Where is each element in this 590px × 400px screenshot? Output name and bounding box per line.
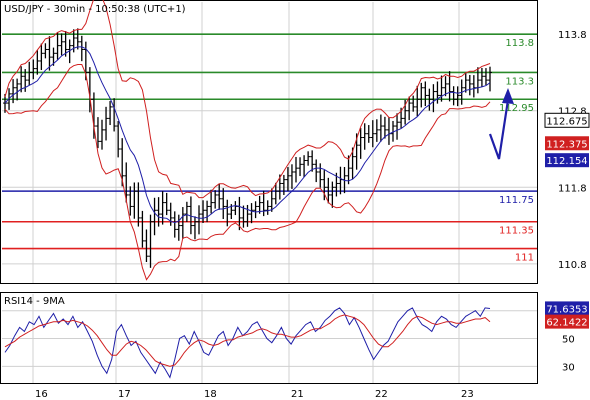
x-tick-label: 17 — [118, 389, 131, 400]
price-tag-box — [545, 153, 589, 168]
price-tag-label: 112.375 — [546, 139, 587, 150]
rsi-line — [4, 307, 491, 379]
series-layer — [3, 0, 492, 281]
tag-layer: 112.675 112.375 112.154 71.6353 62.1422 — [544, 112, 590, 329]
bollinger-upper-line — [4, 0, 491, 199]
x-tick-label: 16 — [35, 389, 48, 400]
x-tick-label: 23 — [461, 389, 474, 400]
forecast-arrow-icon — [488, 88, 514, 160]
price-tag-label: 112.675 — [546, 116, 587, 127]
level-label: 112.95 — [499, 103, 534, 114]
y-tick-label: 112.8 — [558, 107, 587, 118]
rsi-tag-box — [545, 301, 589, 316]
level-label: 113.8 — [505, 38, 534, 49]
rsi-layer — [4, 307, 491, 379]
level-label: 111 — [515, 253, 534, 264]
level-label: 111.75 — [499, 195, 534, 206]
rsi-ma-line — [4, 314, 491, 367]
price-tag-box — [544, 112, 590, 128]
rsi-tag-label: 62.1422 — [546, 318, 587, 329]
y-tick-label: 110.8 — [558, 260, 587, 271]
rsi-tag-box — [545, 314, 589, 329]
y-tick-label: 111.8 — [558, 183, 587, 194]
x-tick-label: 22 — [375, 389, 388, 400]
rsi-tag-label: 71.6353 — [546, 304, 587, 315]
bollinger-lower-line — [4, 64, 491, 281]
price-tag-box — [545, 136, 589, 151]
level-label: 111.35 — [499, 226, 534, 237]
price-panel-frame — [0, 0, 538, 284]
rsi-panel-title: RSI14 - 9MA — [4, 296, 65, 307]
level-label: 113.3 — [505, 76, 534, 87]
moving-average-line — [4, 46, 491, 224]
x-tick-label: 21 — [291, 389, 304, 400]
y-tick-label: 113.8 — [558, 30, 587, 41]
rsi-tick-label: 50 — [562, 335, 575, 346]
price-tag-label: 112.154 — [546, 156, 587, 167]
x-tick-label: 18 — [204, 389, 217, 400]
rsi-tick-label: 30 — [562, 362, 575, 373]
chart-title: USD/JPY - 30min - 10:50:38 (UTC+1) — [4, 4, 186, 15]
